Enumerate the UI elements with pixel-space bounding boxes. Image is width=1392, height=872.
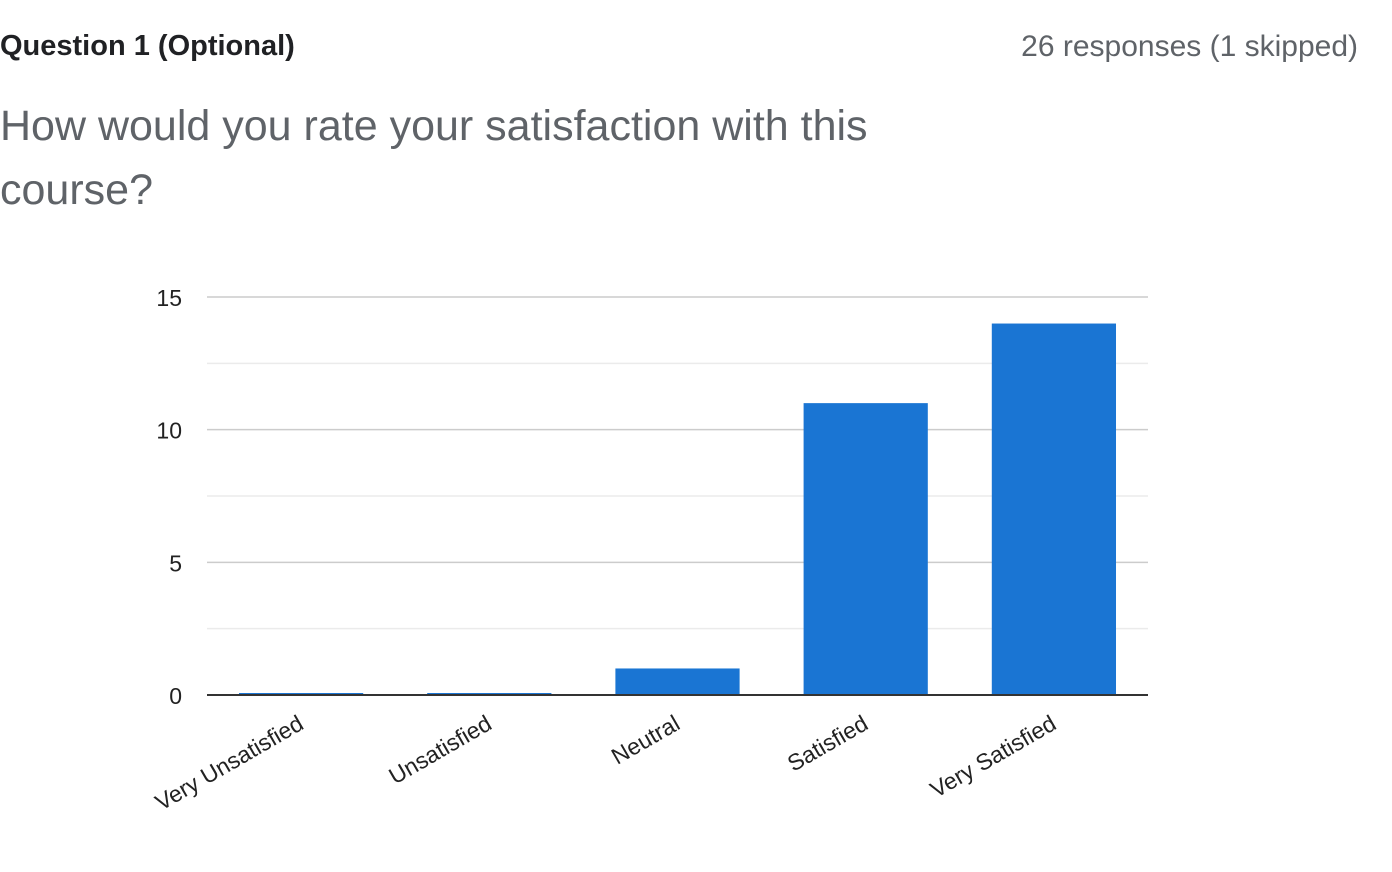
bar-satisfied[interactable]	[803, 403, 928, 695]
y-tick-label: 0	[169, 683, 182, 709]
chart-bars	[238, 323, 1117, 695]
question-label: Question 1 (Optional)	[0, 30, 295, 62]
chart-y-ticks: 0 5 10 15	[156, 285, 182, 709]
bar-very-satisfied[interactable]	[991, 323, 1117, 695]
x-tick-label: Unsatisfied	[384, 710, 496, 789]
x-tick-label: Very Unsatisfied	[151, 710, 308, 816]
bar-neutral[interactable]	[615, 668, 740, 695]
response-count: 26 responses (1 skipped)	[1021, 30, 1358, 63]
x-tick-label: Very Satisfied	[926, 710, 1061, 803]
y-tick-label: 10	[156, 418, 182, 444]
x-tick-label: Neutral	[607, 710, 684, 770]
chart-gridlines	[207, 296, 1148, 630]
y-tick-label: 5	[169, 550, 182, 576]
question-header: Question 1 (Optional) 26 responses (1 sk…	[0, 26, 1358, 70]
question-text: How would you rate your satisfaction wit…	[0, 102, 868, 214]
x-tick-label: Satisfied	[783, 710, 872, 777]
y-tick-label: 15	[156, 285, 182, 311]
chart-x-ticks: Very Unsatisfied Unsatisfied Neutral Satisf…	[151, 710, 1061, 816]
